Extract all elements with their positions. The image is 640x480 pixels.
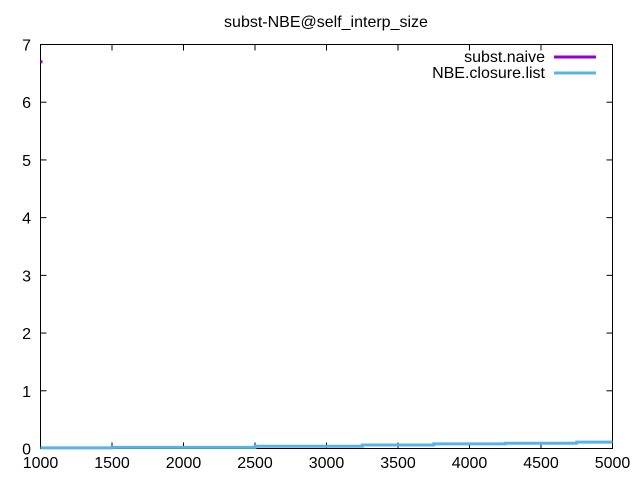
legend-label-subst-naive: subst.naive (464, 49, 545, 66)
x-tick-label: 2000 (166, 455, 202, 472)
plot-frame (40, 44, 613, 449)
y-tick-label: 1 (22, 384, 31, 401)
y-tick-label: 7 (22, 38, 31, 55)
series-point-subst-naive (40, 60, 43, 64)
legend-label-nbe-closure-list: NBE.closure.list (432, 65, 545, 82)
x-tick-label: 4500 (523, 455, 559, 472)
x-tick-label: 5000 (595, 455, 631, 472)
x-tick-label: 1500 (94, 455, 130, 472)
y-axis: 0 1 2 3 4 5 6 7 (22, 38, 613, 459)
y-tick-label: 2 (22, 326, 31, 343)
y-tick-label: 5 (22, 153, 31, 170)
x-tick-label: 3000 (309, 455, 345, 472)
series-line-nbe-closure-list (40, 440, 613, 450)
series-layer (40, 60, 613, 450)
y-tick-label: 3 (22, 268, 31, 285)
x-tick-label: 2500 (237, 455, 273, 472)
y-tick-label: 4 (22, 211, 31, 228)
x-tick-label: 1000 (23, 455, 59, 472)
x-tick-label: 3500 (380, 455, 416, 472)
x-tick-label: 4000 (452, 455, 488, 472)
y-tick-label: 0 (22, 442, 31, 459)
x-axis: 1000 1500 2000 2500 3000 3500 4000 4500 5000 (23, 44, 631, 472)
chart-title: subst-NBE@self_interp_size (224, 14, 428, 31)
y-tick-label: 6 (22, 95, 31, 112)
